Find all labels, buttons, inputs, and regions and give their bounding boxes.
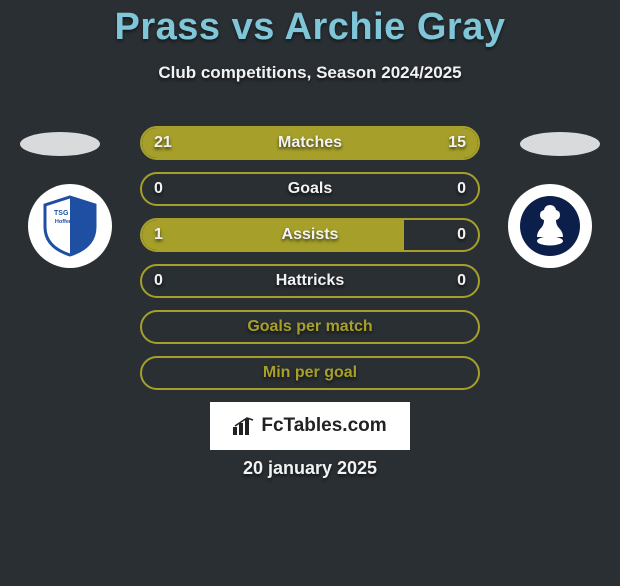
stat-row-matches: 21 Matches 15 (140, 126, 480, 160)
tottenham-crest-icon (517, 193, 583, 259)
club-badge-left: TSG 1899 Hoffenheim (28, 184, 112, 268)
value-right-assists: 0 (457, 220, 466, 250)
hoffenheim-crest-icon: TSG 1899 Hoffenheim (37, 193, 103, 259)
label-assists: Assists (142, 220, 478, 250)
page-title: Prass vs Archie Gray (0, 6, 620, 49)
brand-text: FcTables.com (261, 415, 386, 437)
subtitle: Club competitions, Season 2024/2025 (0, 63, 620, 83)
label-hattricks: Hattricks (142, 266, 478, 296)
value-right-goals: 0 (457, 174, 466, 204)
stat-row-goals: 0 Goals 0 (140, 172, 480, 206)
date-label: 20 january 2025 (0, 458, 620, 479)
label-goals: Goals (142, 174, 478, 204)
label-matches: Matches (142, 128, 478, 158)
stat-row-hattricks: 0 Hattricks 0 (140, 264, 480, 298)
label-gpm: Goals per match (142, 312, 478, 342)
fctables-logo-icon (233, 417, 255, 435)
club-badge-right (508, 184, 592, 268)
comparison-chart: 21 Matches 15 0 Goals 0 1 Assists 0 0 Ha… (140, 126, 480, 402)
player-right-silhouette (520, 132, 600, 156)
brand-badge: FcTables.com (210, 402, 410, 450)
value-right-matches: 15 (448, 128, 466, 158)
stat-row-gpm: Goals per match (140, 310, 480, 344)
player-left-silhouette (20, 132, 100, 156)
stat-row-mpg: Min per goal (140, 356, 480, 390)
svg-text:Hoffenheim: Hoffenheim (55, 219, 85, 225)
svg-text:TSG 1899: TSG 1899 (54, 210, 86, 217)
value-right-hattricks: 0 (457, 266, 466, 296)
label-mpg: Min per goal (142, 358, 478, 388)
stat-row-assists: 1 Assists 0 (140, 218, 480, 252)
